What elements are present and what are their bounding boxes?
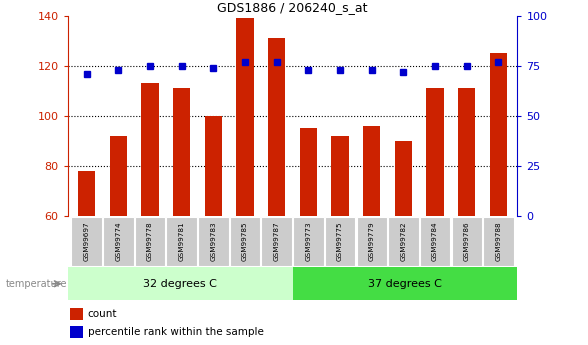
Text: GSM99786: GSM99786	[464, 222, 470, 261]
FancyBboxPatch shape	[293, 217, 323, 266]
Bar	[331, 136, 349, 216]
Bar	[109, 136, 127, 216]
FancyBboxPatch shape	[262, 217, 292, 266]
Text: GSM99779: GSM99779	[369, 222, 375, 261]
FancyBboxPatch shape	[166, 217, 197, 266]
Bar	[70, 308, 83, 319]
FancyBboxPatch shape	[198, 217, 229, 266]
FancyBboxPatch shape	[135, 217, 165, 266]
Text: GSM99775: GSM99775	[337, 222, 343, 261]
FancyBboxPatch shape	[420, 217, 450, 266]
Text: GSM99778: GSM99778	[147, 222, 153, 261]
Bar	[236, 18, 254, 216]
Bar	[426, 88, 444, 216]
Text: temperature: temperature	[6, 279, 68, 289]
Bar	[300, 128, 317, 216]
Text: GSM99774: GSM99774	[115, 222, 121, 261]
Bar	[78, 171, 95, 216]
FancyBboxPatch shape	[452, 217, 482, 266]
FancyBboxPatch shape	[103, 217, 133, 266]
Bar	[205, 116, 222, 216]
FancyBboxPatch shape	[483, 217, 514, 266]
Text: GSM99782: GSM99782	[400, 222, 406, 261]
Bar	[293, 267, 517, 300]
Bar	[68, 267, 293, 300]
Text: GSM99785: GSM99785	[242, 222, 248, 261]
Text: GSM99781: GSM99781	[179, 222, 185, 261]
Text: GSM99788: GSM99788	[496, 222, 502, 261]
Text: GSM99773: GSM99773	[305, 222, 312, 261]
Title: GDS1886 / 206240_s_at: GDS1886 / 206240_s_at	[218, 1, 368, 14]
FancyBboxPatch shape	[388, 217, 419, 266]
Text: GSM99784: GSM99784	[432, 222, 438, 261]
Bar	[70, 326, 83, 338]
Text: 37 degrees C: 37 degrees C	[368, 279, 442, 289]
Text: count: count	[88, 309, 118, 319]
Text: GSM99697: GSM99697	[83, 222, 89, 261]
Bar	[173, 88, 191, 216]
Bar	[268, 38, 285, 216]
Bar	[141, 83, 159, 216]
FancyBboxPatch shape	[325, 217, 355, 266]
Bar	[490, 53, 507, 216]
FancyBboxPatch shape	[71, 217, 102, 266]
Text: GSM99787: GSM99787	[273, 222, 280, 261]
Text: GSM99783: GSM99783	[211, 222, 216, 261]
Bar	[363, 126, 380, 216]
Text: 32 degrees C: 32 degrees C	[143, 279, 217, 289]
Bar	[395, 141, 412, 216]
Text: percentile rank within the sample: percentile rank within the sample	[88, 327, 264, 337]
Bar	[458, 88, 476, 216]
FancyBboxPatch shape	[356, 217, 387, 266]
FancyBboxPatch shape	[230, 217, 260, 266]
